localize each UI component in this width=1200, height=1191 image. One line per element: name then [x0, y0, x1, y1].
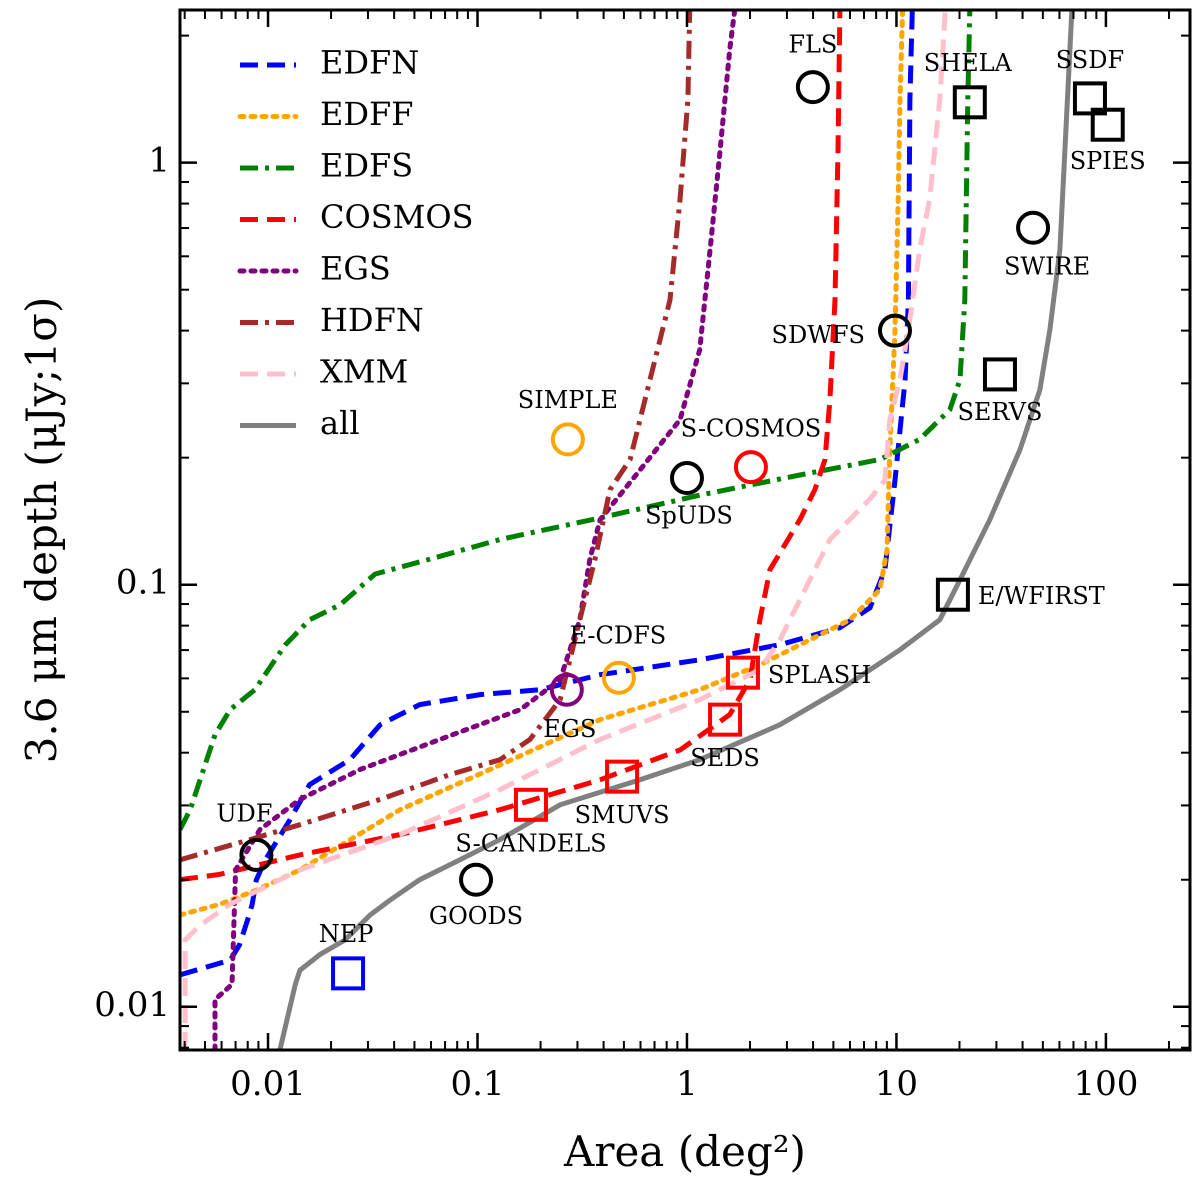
legend-label: XMM — [320, 353, 408, 391]
marker-square — [982, 357, 1017, 392]
x-tick-label: 10 — [875, 1064, 918, 1104]
marker-circle — [239, 837, 274, 872]
legend-label: all — [320, 404, 360, 442]
marker-square — [935, 577, 970, 612]
marker-label: E/WFIRST — [978, 582, 1105, 610]
series-line — [180, 10, 693, 863]
series-line — [180, 10, 843, 883]
legend-label: EDFS — [320, 147, 413, 185]
marker-label: SMUVS — [575, 801, 670, 829]
marker-label: E-CDFS — [569, 621, 666, 649]
x-tick-label: 1 — [676, 1064, 698, 1104]
marker-label: UDF — [216, 799, 272, 827]
marker-square — [605, 759, 640, 794]
marker-square — [1090, 107, 1125, 142]
marker-square — [331, 956, 366, 991]
x-tick-label: 100 — [1073, 1064, 1138, 1104]
y-tick-label: 1 — [148, 141, 170, 181]
marker-circle — [549, 672, 584, 707]
marker-label: SERVS — [957, 398, 1042, 426]
marker-label: SPLASH — [768, 661, 871, 689]
legend-label: EDFN — [320, 44, 419, 82]
marker-label: SPIES — [1070, 147, 1146, 175]
marker-label: SpUDS — [645, 502, 733, 530]
y-axis-label: 3.6 μm depth (μJy;1σ) — [17, 297, 66, 764]
axes-frame — [178, 8, 1192, 1052]
marker-square — [952, 85, 987, 120]
marker-circle — [795, 70, 830, 105]
marker-label: SSDF — [1056, 46, 1124, 74]
series-line — [180, 10, 973, 831]
marker-circle — [601, 660, 636, 695]
marker-circle — [1016, 210, 1051, 245]
marker-label: S-COSMOS — [681, 415, 822, 443]
marker-label: SWIRE — [1004, 252, 1090, 280]
marker-square — [1072, 81, 1107, 116]
marker-label: GOODS — [429, 902, 523, 930]
series-line — [277, 10, 1075, 1050]
marker-label: S-CANDELS — [455, 829, 606, 857]
marker-label: SEDS — [690, 744, 760, 772]
x-axis-label: Area (deg²) — [563, 1127, 806, 1176]
overlay: 0.01 0.1 1 10 100 0.01 0.1 1 UDF NEP GOODS S-CANDEL… — [94, 10, 1190, 1104]
marker-label: FLS — [788, 31, 837, 59]
marker-label: SIMPLE — [518, 386, 618, 414]
y-tick-label: 0.01 — [94, 985, 170, 1025]
marker-circle — [459, 862, 494, 897]
marker-label: SDWFS — [772, 321, 865, 349]
legend-label: EDFF — [320, 95, 413, 133]
legend-label: EGS — [320, 250, 391, 288]
marker-label: NEP — [319, 920, 374, 948]
x-tick-label: 0.1 — [450, 1064, 504, 1104]
plot-area — [180, 10, 1075, 1050]
x-tick-label: 0.01 — [230, 1064, 306, 1104]
marker-label: EGS — [543, 715, 596, 743]
y-tick-label: 0.1 — [116, 563, 170, 603]
marker-label: SHELA — [924, 49, 1013, 77]
marker-circle — [550, 422, 585, 457]
marker-square — [725, 655, 760, 690]
marker-circle — [733, 450, 768, 485]
legend-label: HDFN — [320, 301, 424, 339]
marker-square — [708, 702, 743, 737]
series-line — [180, 10, 906, 918]
series-line — [182, 10, 948, 1050]
series-line — [180, 10, 915, 978]
marker-square — [513, 787, 548, 822]
legend-label: COSMOS — [320, 198, 474, 236]
marker-circle — [877, 313, 912, 348]
marker-circle — [669, 461, 704, 496]
